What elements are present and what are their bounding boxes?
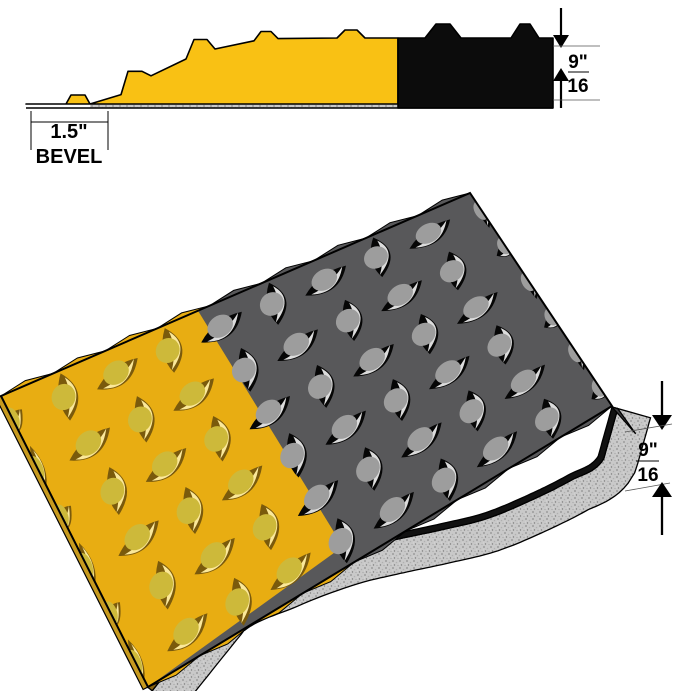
svg-text:9": 9" bbox=[638, 440, 658, 461]
svg-text:BEVEL: BEVEL bbox=[36, 146, 103, 168]
svg-text:16: 16 bbox=[567, 76, 588, 97]
svg-text:16: 16 bbox=[637, 465, 658, 486]
svg-text:9": 9" bbox=[568, 52, 588, 73]
svg-text:1.5": 1.5" bbox=[50, 121, 87, 143]
